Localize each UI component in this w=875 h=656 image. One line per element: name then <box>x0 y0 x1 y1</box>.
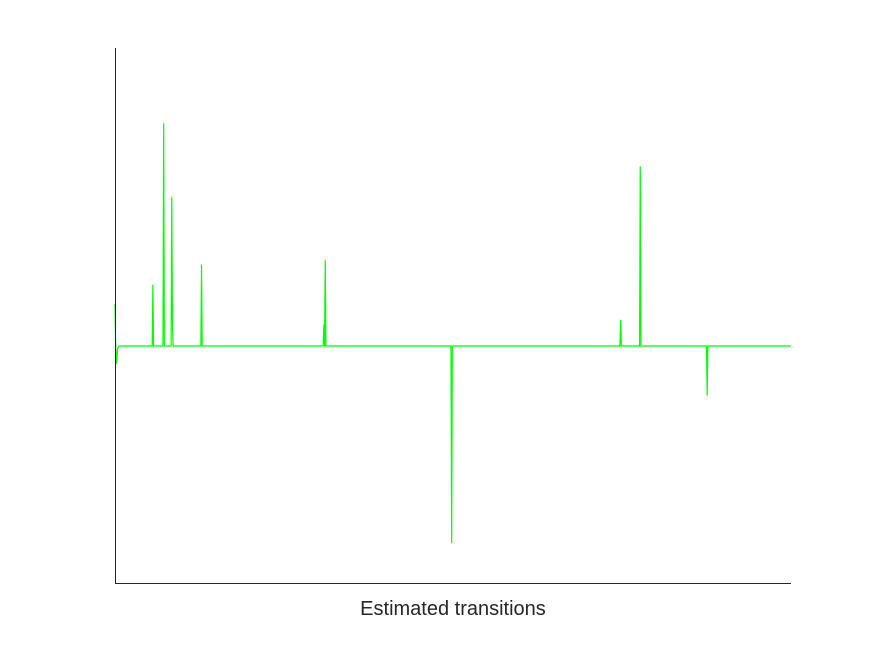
x-axis-label: Estimated transitions <box>360 598 546 620</box>
series-line-1 <box>114 123 791 544</box>
plot-area <box>114 123 791 544</box>
